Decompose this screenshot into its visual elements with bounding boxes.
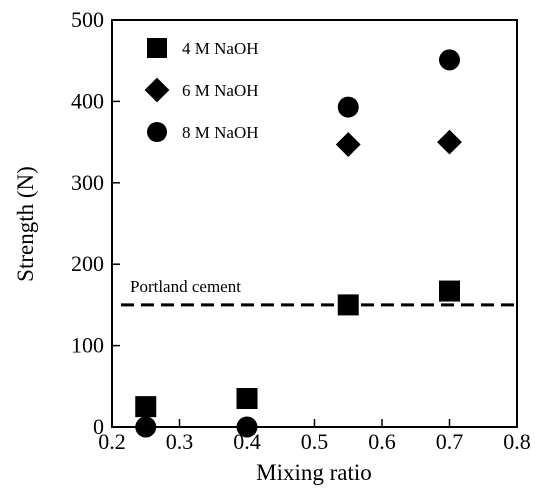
data-point-circle — [236, 416, 258, 438]
data-point-circle — [337, 96, 359, 118]
data-point-diamond — [437, 129, 462, 155]
legend: 4 M NaOH 6 M NaOH 8 M NaOH — [144, 38, 259, 142]
reference-line-group: Portland cement — [121, 277, 514, 307]
y-tick-label: 0 — [93, 414, 104, 439]
x-tick-label: 0.2 — [98, 429, 126, 454]
x-tick-label: 0.6 — [368, 429, 396, 454]
legend-marker-circle — [147, 122, 167, 142]
data-point-circle — [439, 49, 460, 71]
data-point-circle — [135, 416, 157, 438]
y-tick-label: 400 — [71, 88, 104, 113]
data-point-square — [236, 388, 258, 410]
data-point-square — [135, 396, 157, 418]
legend-marker-diamond — [144, 77, 170, 103]
x-tick-label: 0.5 — [301, 429, 329, 454]
plot-frame — [111, 19, 518, 428]
legend-label: 6 M NaOH — [182, 81, 259, 100]
data-point-diamond — [335, 132, 361, 157]
x-tick-label: 0.8 — [503, 429, 531, 454]
legend-label: 8 M NaOH — [182, 123, 259, 142]
legend-label: 4 M NaOH — [182, 39, 259, 58]
y-tick-label: 200 — [71, 251, 104, 276]
portland-cement-label: Portland cement — [130, 277, 241, 296]
y-tick-label: 300 — [71, 170, 104, 195]
legend-marker-square — [147, 38, 167, 58]
data-point-square — [439, 280, 460, 302]
data-marks — [135, 49, 462, 438]
y-tick-label: 100 — [71, 333, 104, 358]
y-axis-label: Strength (N) — [13, 166, 38, 282]
x-tick-label: 0.7 — [436, 429, 464, 454]
x-axis-label: Mixing ratio — [256, 460, 372, 485]
data-point-square — [337, 294, 359, 316]
y-tick-label: 500 — [71, 7, 104, 32]
x-tick-label: 0.3 — [166, 429, 194, 454]
